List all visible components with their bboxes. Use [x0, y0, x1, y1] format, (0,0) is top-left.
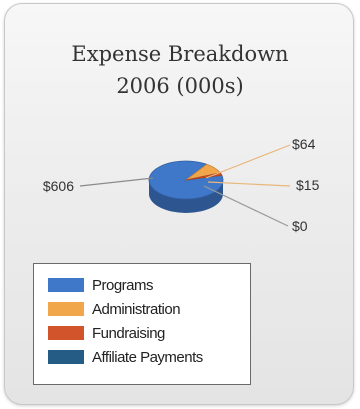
legend-item-affiliate-payments: Affiliate Payments	[48, 345, 250, 369]
legend-swatch-affiliate-payments	[48, 350, 84, 364]
leader-line-programs	[80, 178, 153, 186]
leader-line-administration	[206, 145, 290, 178]
leader-line-affiliate-payments	[204, 186, 288, 226]
value-label-affiliate-payments: $0	[292, 218, 308, 234]
legend-item-administration: Administration	[48, 297, 250, 321]
value-label-programs: $606	[43, 178, 74, 194]
legend-label-administration: Administration	[92, 301, 180, 318]
legend-item-fundraising: Fundraising	[48, 321, 250, 345]
legend-item-programs: Programs	[48, 273, 250, 297]
value-label-fundraising: $15	[296, 177, 320, 193]
value-label-administration: $64	[292, 136, 316, 152]
legend-label-programs: Programs	[92, 277, 153, 294]
chart-legend: Programs Administration Fundraising Affi…	[33, 263, 251, 385]
legend-swatch-fundraising	[48, 326, 84, 340]
legend-swatch-administration	[48, 302, 84, 316]
legend-label-fundraising: Fundraising	[92, 325, 165, 342]
legend-swatch-programs	[48, 278, 84, 292]
legend-label-affiliate-payments: Affiliate Payments	[92, 349, 203, 366]
